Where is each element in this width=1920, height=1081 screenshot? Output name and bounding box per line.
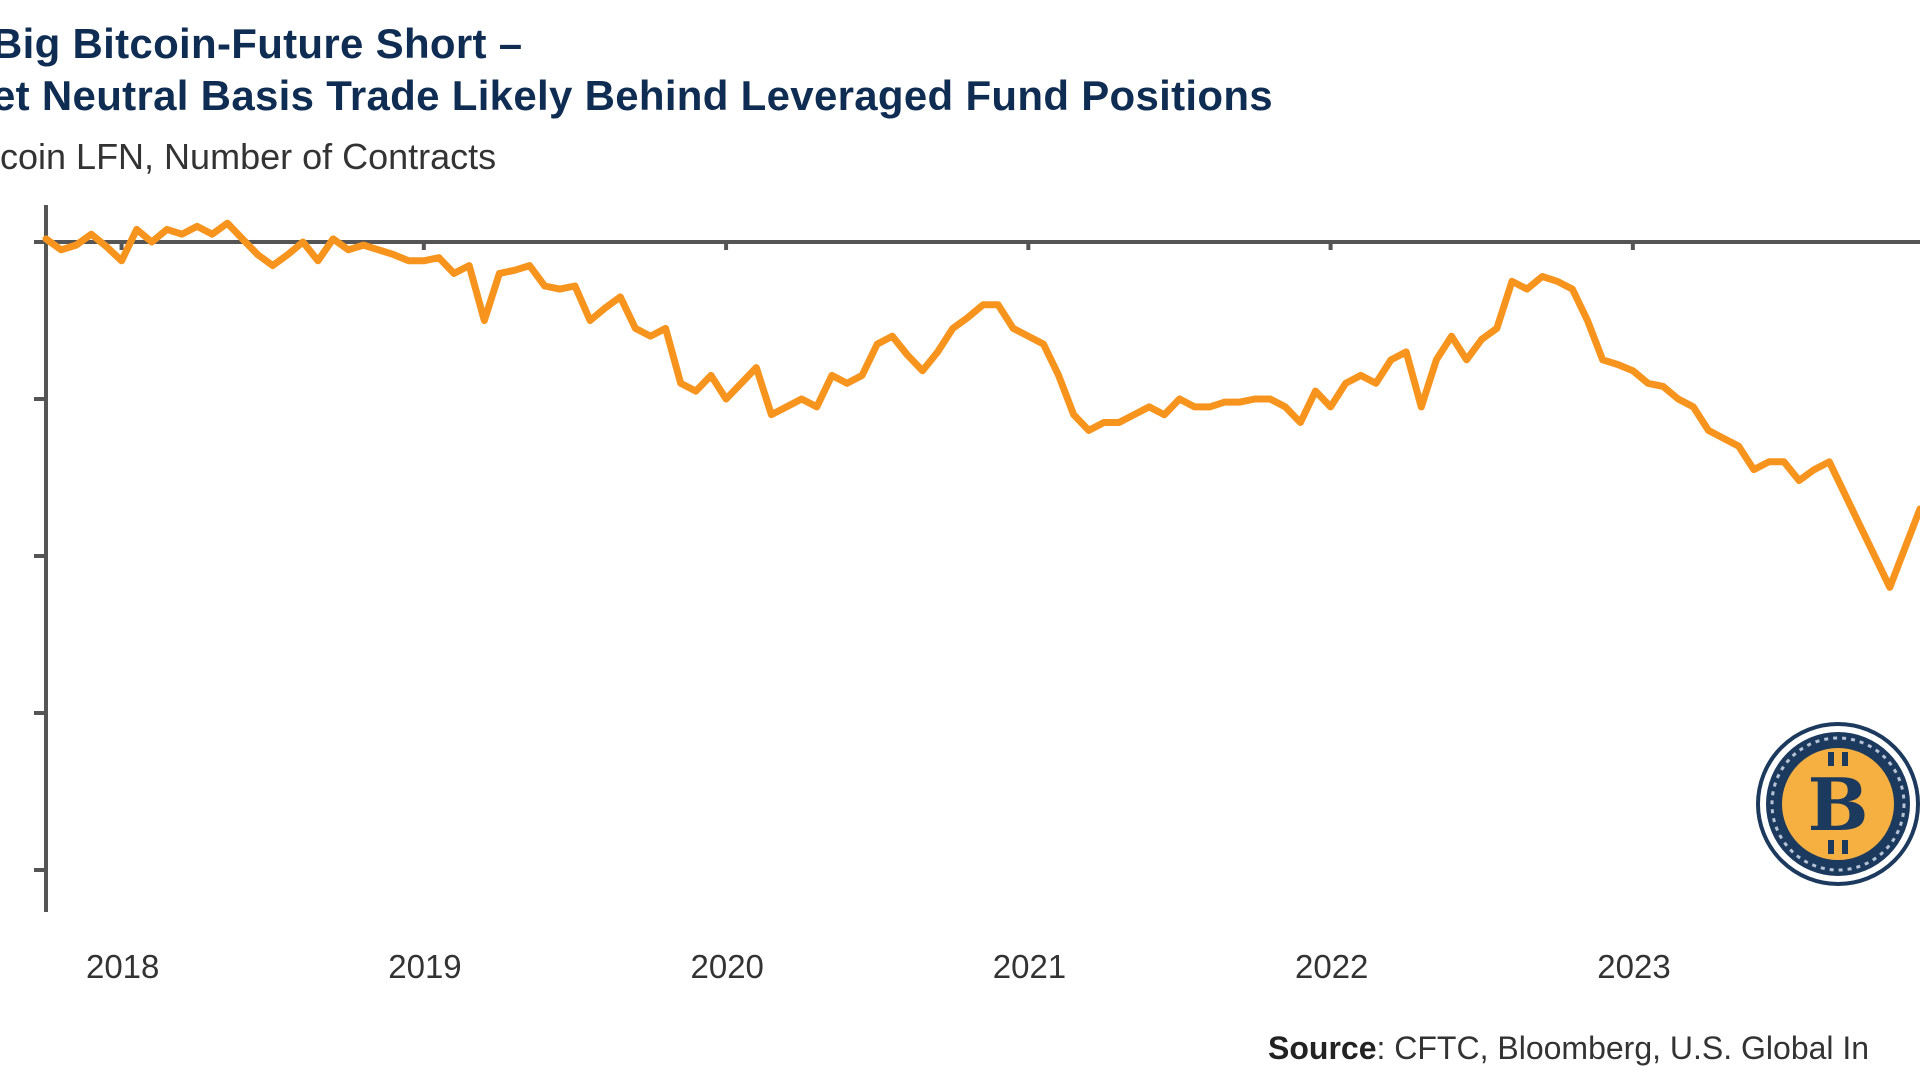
chart-axes <box>34 205 1920 912</box>
x-axis-ticks: 2018 2019 2020 2021 2022 2023 <box>86 242 1671 985</box>
x-tick-label: 2022 <box>1295 948 1368 985</box>
chart-title-line-1: Big Bitcoin-Future Short – <box>0 20 523 67</box>
x-tick-label: 2020 <box>690 948 763 985</box>
chart-title: Big Bitcoin-Future Short – et Neutral Ba… <box>0 18 1273 122</box>
source-note: Source: CFTC, Bloomberg, U.S. Global In <box>1268 1030 1869 1067</box>
source-text: : CFTC, Bloomberg, U.S. Global In <box>1376 1030 1870 1066</box>
source-label: Source <box>1268 1030 1377 1066</box>
bitcoin-logo-glyph: B <box>1808 762 1869 847</box>
chart-subtitle: tcoin LFN, Number of Contracts <box>0 136 497 177</box>
x-tick-label: 2021 <box>993 948 1066 985</box>
x-tick-label: 2023 <box>1597 948 1670 985</box>
x-tick-label: 2019 <box>388 948 461 985</box>
chart-series <box>42 219 1920 591</box>
bitcoin-seal-icon: B <box>1756 722 1920 886</box>
x-tick-label: 2018 <box>86 948 159 985</box>
series-line-0 <box>42 219 1920 591</box>
chart-title-line-2: et Neutral Basis Trade Likely Behind Lev… <box>0 72 1273 119</box>
